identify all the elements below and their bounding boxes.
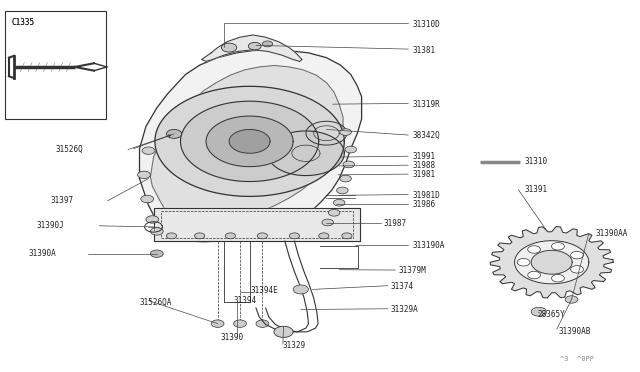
Circle shape (195, 233, 205, 239)
Text: 31397: 31397 (51, 196, 74, 205)
Circle shape (528, 246, 541, 253)
Text: ^3  ^0PP: ^3 ^0PP (560, 356, 594, 362)
Circle shape (166, 129, 182, 138)
Circle shape (531, 307, 547, 316)
Circle shape (211, 320, 224, 327)
Circle shape (141, 195, 154, 203)
Polygon shape (140, 50, 362, 242)
Circle shape (342, 233, 352, 239)
Circle shape (248, 42, 261, 50)
Circle shape (166, 233, 177, 239)
Polygon shape (515, 241, 589, 284)
Text: 31981: 31981 (413, 170, 436, 179)
Text: 28365Y: 28365Y (538, 310, 565, 319)
Text: 313190A: 313190A (413, 241, 445, 250)
Polygon shape (155, 86, 344, 196)
Polygon shape (229, 129, 270, 153)
Polygon shape (202, 35, 302, 61)
Circle shape (328, 209, 340, 216)
Text: 31391: 31391 (525, 185, 548, 194)
Circle shape (565, 296, 578, 303)
Polygon shape (490, 227, 613, 298)
Text: 31319R: 31319R (413, 100, 440, 109)
Text: 31987: 31987 (384, 219, 407, 228)
Circle shape (146, 216, 159, 223)
Circle shape (337, 187, 348, 194)
Circle shape (552, 275, 564, 282)
Polygon shape (154, 208, 360, 241)
Circle shape (571, 251, 584, 259)
Text: 31374: 31374 (390, 282, 413, 291)
Circle shape (150, 250, 163, 257)
Circle shape (528, 271, 541, 279)
Circle shape (142, 147, 155, 154)
Text: 31988: 31988 (413, 161, 436, 170)
Polygon shape (180, 101, 319, 182)
Circle shape (138, 171, 150, 179)
Circle shape (225, 233, 236, 239)
Text: 31526QA: 31526QA (140, 298, 172, 307)
Polygon shape (150, 65, 343, 223)
Circle shape (319, 233, 329, 239)
Circle shape (343, 161, 355, 168)
Circle shape (221, 43, 237, 52)
Text: C1335: C1335 (12, 18, 35, 27)
Text: 31991: 31991 (413, 153, 436, 161)
Bar (5, 11, 106, 119)
Circle shape (333, 199, 345, 206)
Text: 31329: 31329 (283, 341, 306, 350)
Text: 38342Q: 38342Q (413, 131, 440, 140)
Polygon shape (531, 250, 572, 274)
Polygon shape (206, 116, 293, 167)
Text: 31526Q: 31526Q (56, 145, 83, 154)
Circle shape (517, 259, 530, 266)
Text: 31310D: 31310D (413, 20, 440, 29)
Circle shape (256, 320, 269, 327)
Text: 31390A: 31390A (29, 249, 56, 258)
Circle shape (150, 228, 163, 235)
Circle shape (234, 320, 246, 327)
Text: 31981D: 31981D (413, 191, 440, 200)
Circle shape (552, 243, 564, 250)
Circle shape (340, 129, 351, 135)
Text: 31379M: 31379M (398, 266, 426, 275)
Text: 31381: 31381 (413, 46, 436, 55)
Circle shape (262, 41, 273, 47)
Circle shape (257, 233, 268, 239)
Circle shape (345, 146, 356, 153)
Circle shape (293, 285, 308, 294)
Text: 31986: 31986 (413, 200, 436, 209)
Circle shape (340, 175, 351, 182)
Text: 31394E: 31394E (251, 286, 278, 295)
Text: 31390J: 31390J (36, 221, 64, 230)
Text: 31390AA: 31390AA (595, 229, 628, 238)
Text: 31394: 31394 (234, 296, 257, 305)
Circle shape (322, 219, 333, 226)
Text: 31310: 31310 (525, 157, 548, 166)
Circle shape (571, 266, 584, 273)
Text: 31329A: 31329A (390, 305, 418, 314)
Polygon shape (268, 131, 344, 176)
Text: 31390AB: 31390AB (558, 327, 591, 336)
Circle shape (274, 326, 293, 337)
Circle shape (289, 233, 300, 239)
Text: C1335: C1335 (12, 18, 35, 27)
Text: 31390: 31390 (220, 333, 243, 342)
